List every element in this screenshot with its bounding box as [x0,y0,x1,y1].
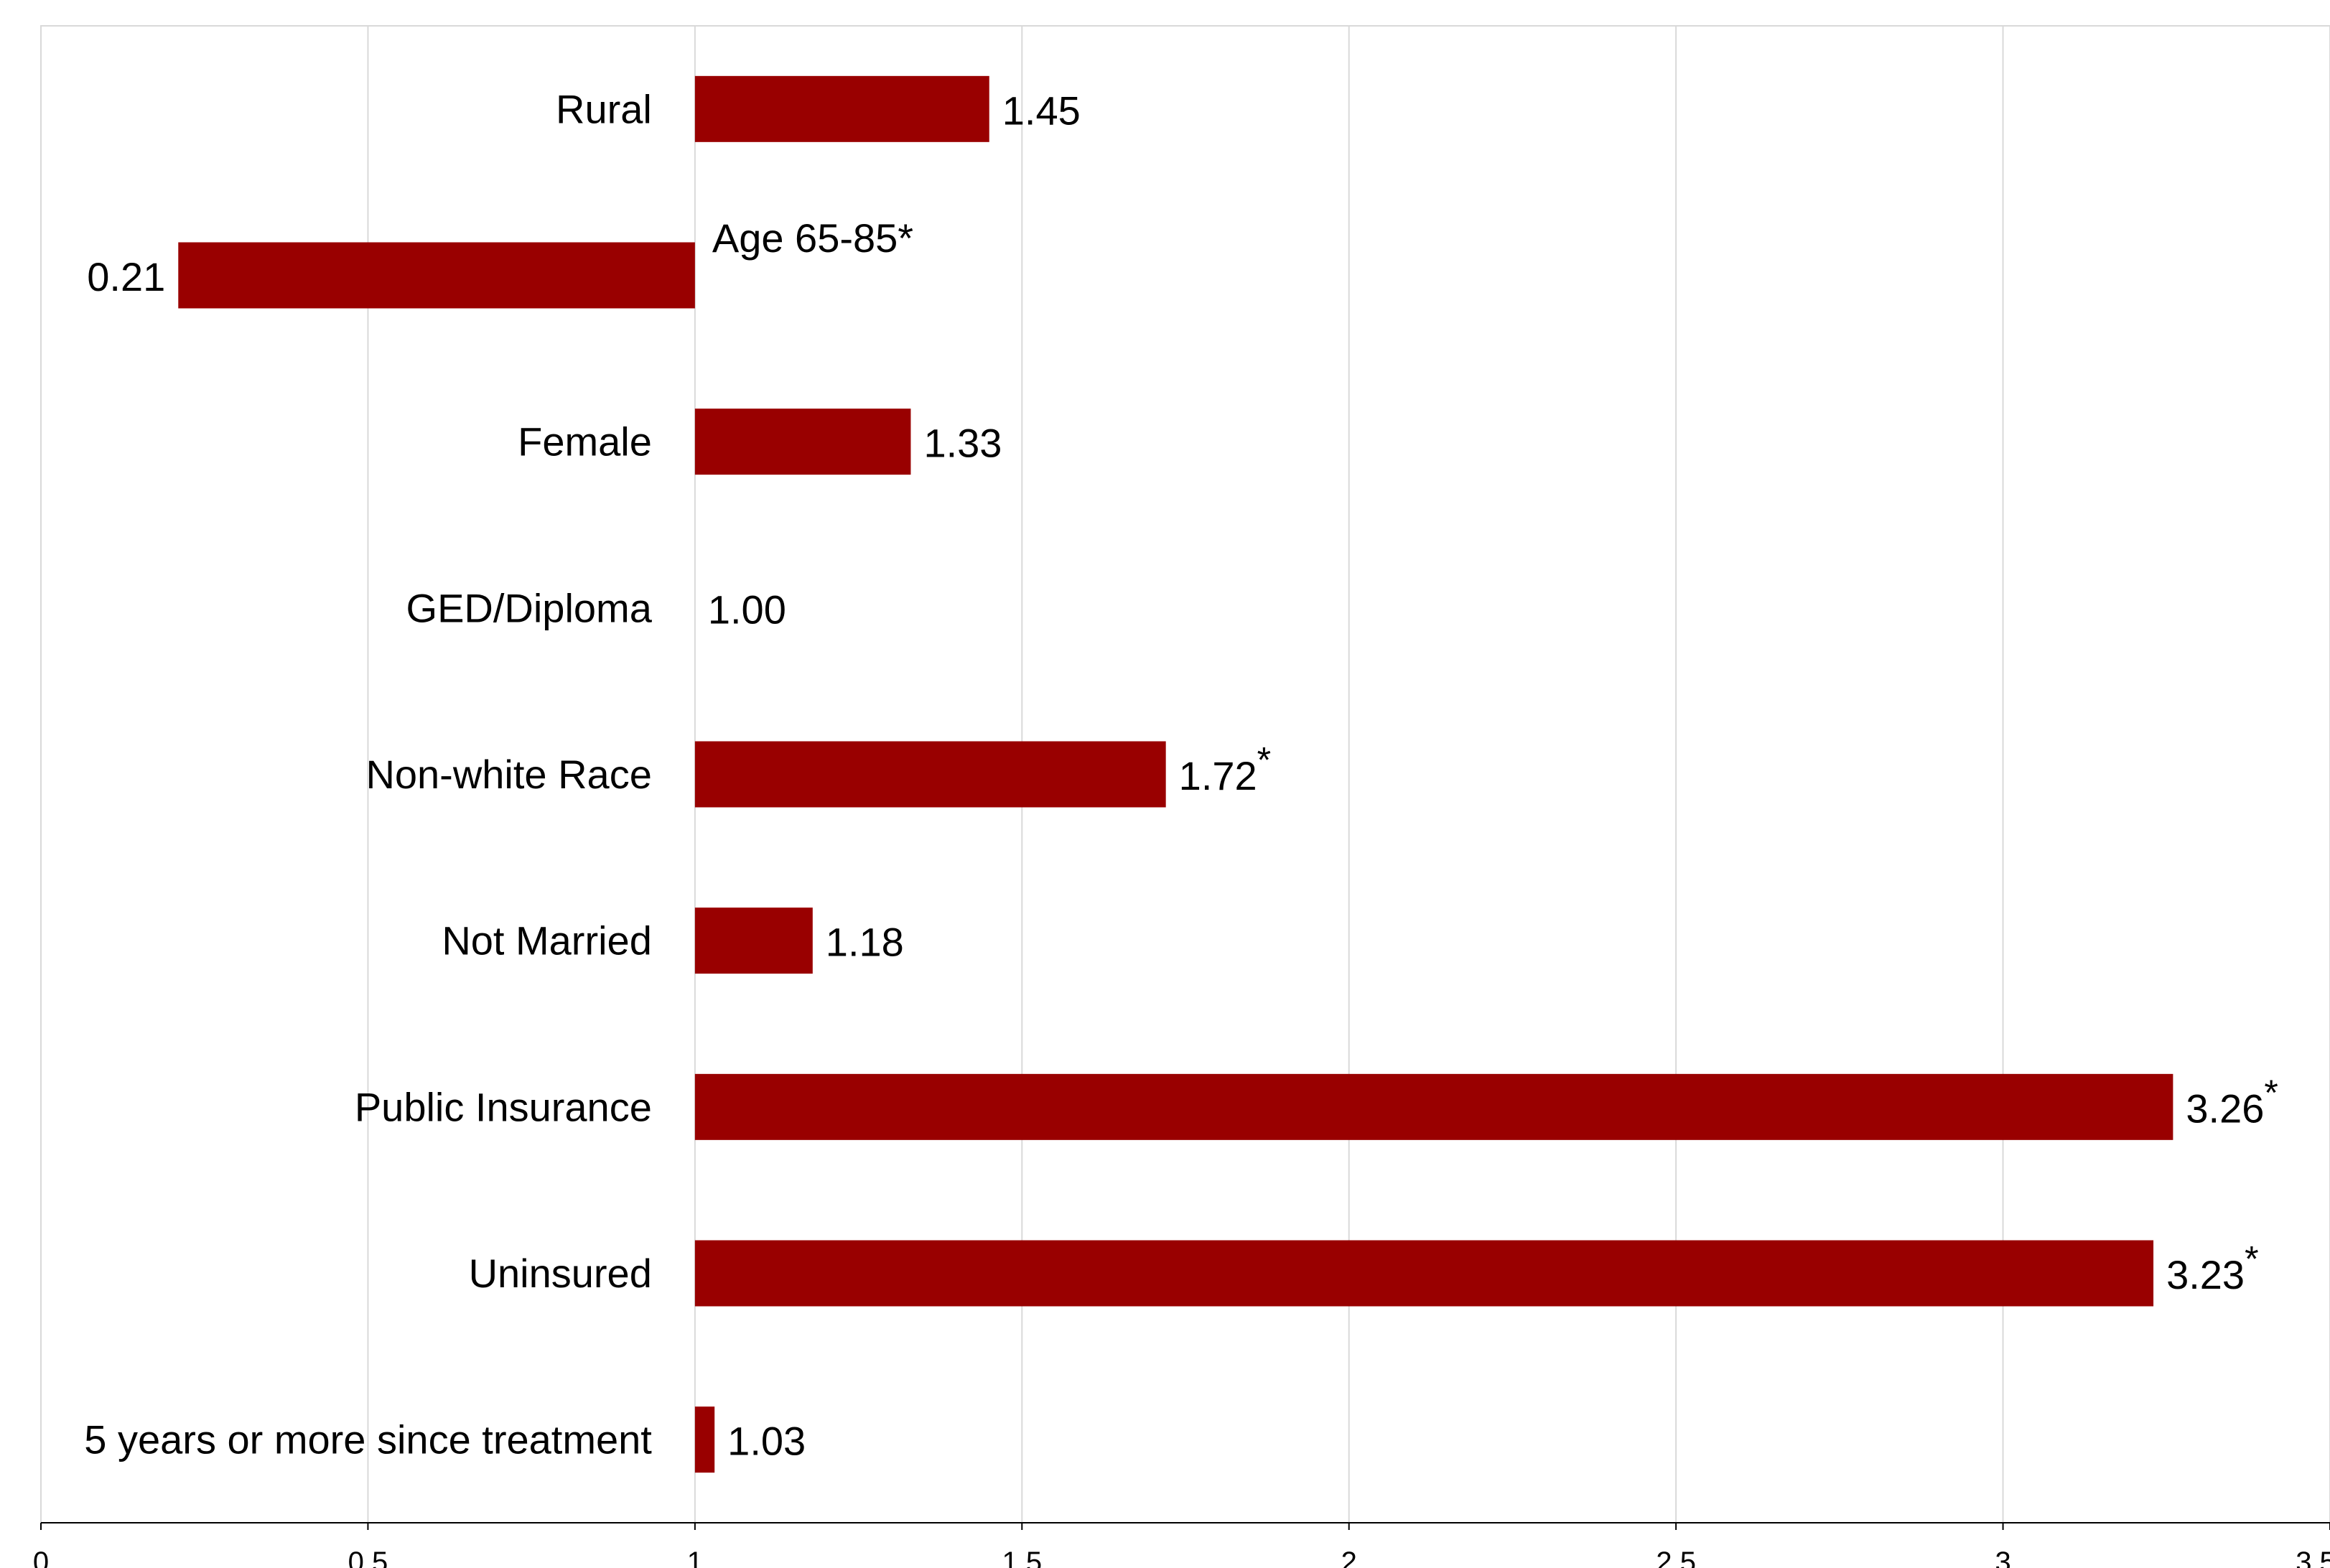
bar [694,75,989,142]
x-tick-label: 0.5 [348,1546,388,1568]
category-label: Rural [556,86,652,131]
bar [694,741,1166,808]
value-label: 1.18 [826,920,904,965]
significance-marker: * [2264,1073,2278,1113]
bar [694,1240,2154,1307]
category-label: Not Married [442,918,652,963]
category-labels: Rural Age 65-85* Female GED/Diploma Non-whit… [84,86,913,1462]
value-label: 1.45 [1002,88,1081,133]
category-label: Age 65-85* [712,215,913,261]
value-label: 1.03 [727,1419,806,1464]
value-label: 1.33 [923,421,1002,466]
bars [178,75,2173,1473]
significance-marker: * [2245,1239,2258,1279]
x-tick-label: 1.5 [1002,1546,1042,1568]
bar [178,242,695,309]
bar [694,409,911,475]
significance-marker: * [1257,740,1271,780]
category-label: Uninsured [469,1251,652,1296]
category-label: Non-white Race [365,752,651,797]
category-label: GED/Diploma [406,585,653,630]
x-tick-label: 3 [1995,1546,2010,1568]
x-tick-label: 2.5 [1656,1546,1696,1568]
bar [694,1073,2173,1140]
x-tick-label: 1 [687,1546,703,1568]
category-label: Female [518,419,652,465]
bar [694,907,813,974]
value-label: 0.21 [87,254,165,299]
x-axis-ticks: 0 0.5 1 1.5 2 2.5 3 3.5 [33,1523,2330,1568]
x-tick-label: 0 [33,1546,49,1568]
value-label: 1.00 [708,587,786,632]
x-tick-label: 3.5 [2296,1546,2330,1568]
category-label: Public Insurance [355,1084,652,1129]
category-label: 5 years or more since treatment [84,1417,652,1462]
bar [694,1406,715,1473]
x-tick-label: 2 [1341,1546,1357,1568]
